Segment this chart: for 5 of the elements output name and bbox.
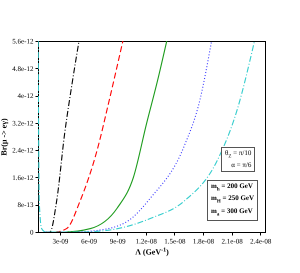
line-series — [38, 41, 256, 232]
line-series — [45, 41, 212, 232]
y-axis-title: Br(μ -> eγ) — [0, 118, 8, 156]
line-series — [45, 41, 168, 232]
x-axis-title: Λ (GeV$^{-1}$) — [135, 248, 170, 256]
